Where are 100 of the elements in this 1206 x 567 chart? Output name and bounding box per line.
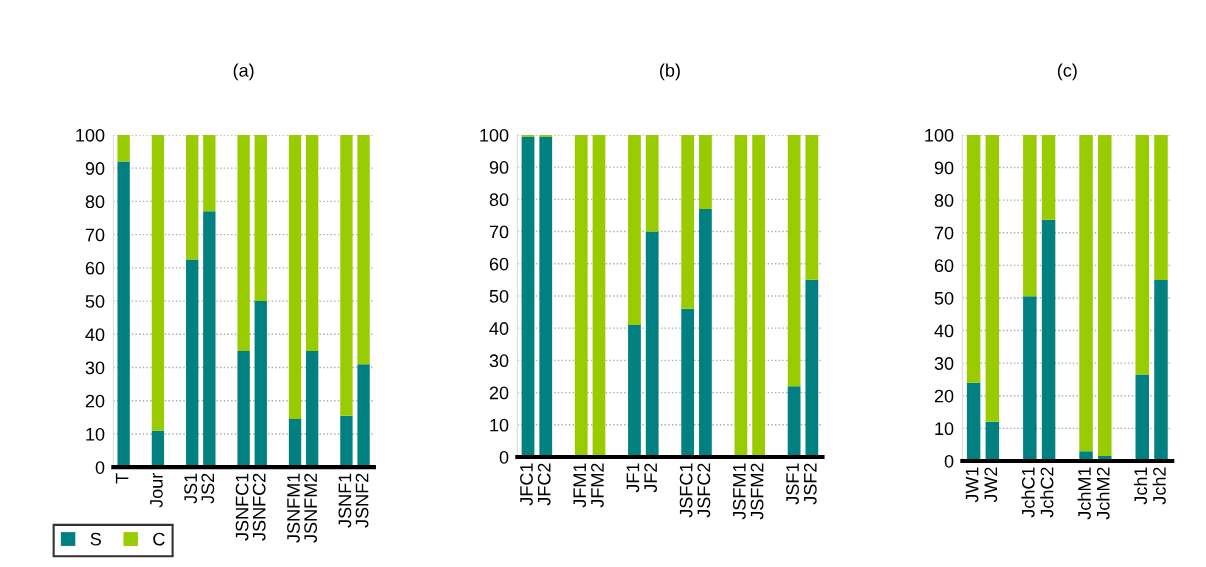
bar: [340, 134, 353, 416]
x-tick-label: JF1: [626, 463, 640, 493]
x-tick-label: JW1: [965, 467, 979, 503]
x-tick-label: JFM2: [591, 463, 604, 508]
bar: [1135, 374, 1149, 461]
x-tick-label: Jch1: [1133, 467, 1148, 505]
x-tick-label: JSF2: [803, 463, 817, 505]
x-tick-label: JSNFC2: [252, 473, 266, 541]
bar: [521, 136, 535, 457]
x-tick-label: JchC2: [1040, 467, 1054, 518]
x-tick-label: JchM1: [1077, 467, 1091, 520]
x-tick-label: JSFC1: [679, 463, 693, 518]
x-tick-label: JSNFC1: [235, 473, 249, 541]
y-tick-label: 90: [85, 162, 105, 175]
y-tick-label: 70: [85, 228, 105, 242]
x-tick-label: JFC2: [537, 463, 551, 506]
bar: [254, 301, 267, 468]
bar: [966, 134, 981, 383]
y-tick-label: 10: [490, 418, 509, 432]
legend-label: S: [90, 532, 101, 546]
y-tick-label: 50: [934, 291, 954, 305]
bar: [985, 134, 1000, 422]
legend-label: C: [153, 532, 165, 546]
bar: [357, 134, 370, 365]
bar: [539, 136, 553, 457]
x-tick-label: JSFM2: [750, 463, 764, 520]
bar: [1023, 296, 1037, 461]
y-tick-label: 30: [85, 361, 105, 375]
chart-title: (b): [660, 63, 680, 81]
bar: [1079, 134, 1093, 452]
bar: [628, 134, 641, 325]
bar: [357, 364, 370, 468]
x-tick-label: JFC1: [520, 463, 533, 506]
x-tick-label: JSF1: [786, 463, 799, 505]
bar: [752, 134, 766, 457]
y-tick-label: 10: [935, 422, 954, 436]
bar: [628, 324, 641, 457]
bar: [1154, 134, 1168, 281]
bar: [203, 211, 216, 468]
y-tick-label: 40: [934, 324, 954, 338]
bar: [117, 161, 130, 468]
y-tick-label: 40: [489, 322, 509, 335]
y-tick-label: 60: [934, 259, 954, 273]
bar: [1041, 134, 1056, 220]
x-tick-label: JSNF2: [355, 473, 369, 528]
y-tick-label: 0: [944, 454, 954, 468]
bar: [681, 134, 695, 309]
x-tick-label: JSFC2: [697, 463, 711, 518]
y-tick-label: 100: [480, 128, 509, 142]
bar: [288, 134, 302, 420]
x-tick-label: JS2: [201, 473, 215, 504]
y-tick-label: 70: [489, 225, 509, 239]
bar: [574, 134, 588, 457]
y-tick-label: 60: [489, 257, 509, 271]
bar: [1135, 134, 1149, 375]
bar: [237, 350, 250, 468]
y-tick-label: 100: [76, 128, 105, 142]
bar: [966, 382, 981, 461]
y-tick-label: 100: [925, 128, 954, 142]
bar: [805, 134, 819, 280]
y-tick-label: 0: [499, 450, 509, 464]
y-tick-label: 20: [85, 394, 105, 408]
chart-title: (a): [233, 63, 254, 81]
bar: [186, 259, 199, 468]
bar: [805, 279, 819, 457]
bar: [699, 134, 712, 210]
y-tick-label: 70: [934, 226, 954, 240]
x-tick-label: JSNF1: [338, 473, 352, 528]
bar: [151, 430, 165, 468]
y-tick-label: 50: [489, 289, 509, 303]
bar: [305, 134, 319, 351]
y-tick-label: 80: [489, 193, 509, 207]
bar: [1154, 280, 1168, 461]
y-tick-label: 90: [934, 161, 954, 175]
y-tick-label: 20: [489, 386, 509, 400]
y-tick-label: 30: [489, 354, 509, 368]
bar: [699, 209, 712, 457]
bar: [254, 134, 267, 302]
bar: [645, 231, 659, 457]
bar: [151, 134, 165, 431]
x-tick-label: T: [115, 473, 129, 484]
bar: [734, 134, 748, 457]
bar: [1041, 219, 1056, 461]
bar: [1098, 134, 1112, 457]
x-tick-label: JchM2: [1096, 467, 1110, 520]
bar: [787, 386, 801, 457]
x-tick-label: JSNFM2: [304, 473, 318, 543]
chart-title: (c): [1057, 63, 1077, 81]
x-tick-label: JchC1: [1021, 467, 1035, 518]
x-tick-label: JSFM1: [732, 463, 746, 520]
x-tick-label: JW2: [984, 467, 998, 503]
bar: [592, 134, 606, 457]
y-tick-label: 80: [85, 195, 105, 209]
y-tick-label: 40: [85, 328, 105, 342]
x-tick-label: JS1: [184, 473, 198, 504]
x-tick-label: JF2: [644, 463, 658, 493]
bar: [186, 134, 199, 260]
bar: [340, 415, 353, 468]
y-tick-label: 60: [85, 261, 105, 275]
x-tick-label: Jch2: [1152, 467, 1166, 505]
